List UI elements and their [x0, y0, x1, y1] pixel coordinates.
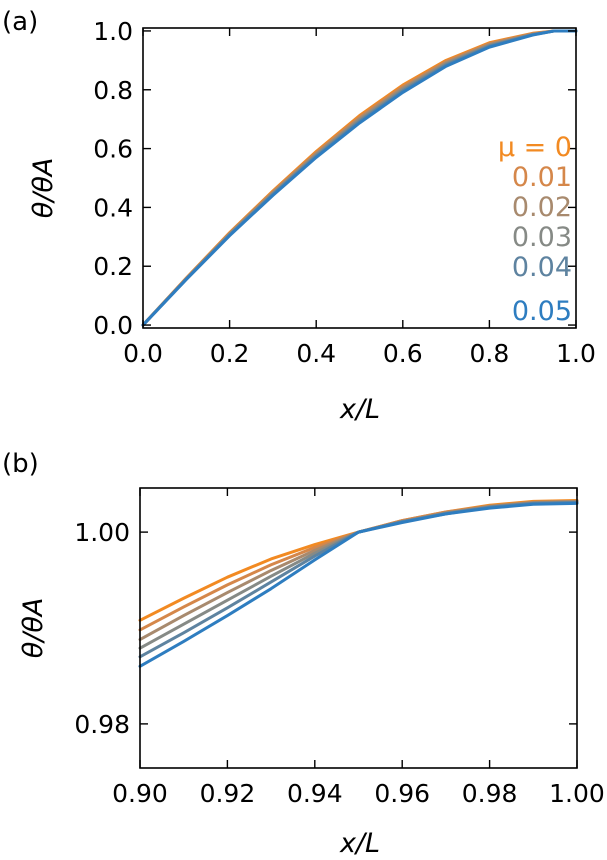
panel-b-frame [139, 487, 578, 769]
panel-label-a: (a) [2, 7, 38, 37]
legend-title: μ = 0 [498, 132, 572, 163]
panel-a-ytick-label: 0.4 [93, 193, 133, 222]
panel-b-ylabel: θ/θA [18, 598, 49, 659]
panel-a-frame [142, 27, 577, 329]
panel-b-xlabel: x/L [339, 828, 380, 859]
legend-entry-0.01: 0.01 [512, 162, 572, 193]
panel-a-ytick-label: 0.2 [93, 252, 133, 281]
panel-label-b: (b) [2, 449, 39, 479]
panel-b-ytick-label: 0.98 [74, 710, 130, 739]
panel-b-xtick-label: 1.00 [549, 779, 605, 808]
panel-a-xtick-label: 0.8 [470, 339, 510, 368]
panel-a-series-line-0.05 [141, 29, 578, 327]
panel-b-ytick-label: 1.00 [74, 518, 130, 547]
panel-a-xtick-label: 0.2 [210, 339, 250, 368]
panel-a-series-group [141, 29, 578, 327]
panel-b-xtick-label: 0.94 [287, 779, 343, 808]
panel-a: (a) 0.0 0.2 0.4 0.6 0.8 1.0 0.0 0.2 0.4 0.6 0.8 1.… [2, 7, 596, 425]
panel-a-ytick-label: 0.8 [93, 76, 133, 105]
panel-b-series-line-0.04 [138, 500, 579, 659]
panel-b-series-line-0.05 [138, 501, 579, 668]
panel-b-y-ticks: 0.98 1.00 [74, 518, 577, 739]
panel-b-x-ticks: 0.90 0.92 0.94 0.96 0.98 1.00 [112, 488, 605, 808]
panel-b-xtick-label: 0.96 [374, 779, 430, 808]
panel-a-xtick-label: 0.0 [123, 339, 163, 368]
panel-a-ytick-label: 0.0 [93, 311, 133, 340]
panel-b-xtick-label: 0.90 [112, 779, 168, 808]
panel-a-x-ticks: 0.0 0.2 0.4 0.6 0.8 1.0 [123, 28, 596, 368]
panel-b-series-group [138, 498, 579, 668]
panel-a-ylabel: θ/θA [28, 158, 59, 219]
panel-b-xtick-label: 0.92 [200, 779, 256, 808]
legend-entry-0.02: 0.02 [512, 192, 572, 223]
panel-a-xtick-label: 0.6 [383, 339, 423, 368]
panel-a-ytick-label: 0.6 [93, 135, 133, 164]
panel-a-xtick-label: 1.0 [556, 339, 596, 368]
panel-a-xtick-label: 0.4 [296, 339, 336, 368]
panel-a-y-ticks: 0.0 0.2 0.4 0.6 0.8 1.0 [93, 17, 576, 340]
legend-entry-0.05: 0.05 [512, 296, 572, 327]
panel-b: (b) 0.90 0.92 0.94 0.96 0.98 1.00 0.98 1.00 x/… [2, 449, 605, 859]
legend-entry-0.03: 0.03 [512, 222, 572, 253]
panel-a-xlabel: x/L [339, 394, 380, 425]
panel-a-legend: μ = 0 0.01 0.02 0.03 0.04 0.05 [498, 132, 572, 327]
legend-entry-0.04: 0.04 [512, 252, 572, 283]
panel-a-ytick-label: 1.0 [93, 17, 133, 46]
panel-b-xtick-label: 0.98 [462, 779, 518, 808]
panel-b-series-line-0.03 [138, 500, 579, 650]
